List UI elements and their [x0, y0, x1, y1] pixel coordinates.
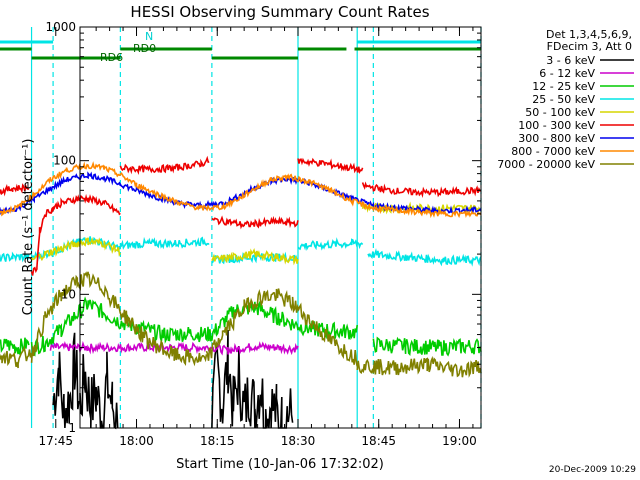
x-axis-label: Start Time (10-Jan-06 17:32:02) — [176, 457, 384, 472]
legend-label: 3 - 6 keV — [546, 54, 595, 67]
date-stamp: 20-Dec-2009 10:29 — [549, 465, 636, 475]
series-line — [119, 236, 210, 250]
series-line — [211, 299, 358, 341]
series-line — [52, 332, 119, 430]
plot-frame — [79, 26, 482, 429]
series-line — [297, 157, 364, 174]
series-line — [356, 355, 482, 378]
series-line — [211, 215, 299, 230]
y-tick-label: 1000 — [45, 20, 76, 34]
legend-label: 50 - 100 keV — [525, 106, 595, 119]
annotation-rd0: RD0 — [133, 42, 156, 55]
y-axis-ticks: 1 10 100 1000 — [45, 20, 481, 435]
legend-label: 7000 - 20000 keV — [497, 158, 595, 171]
series-line — [0, 161, 482, 219]
x-tick-label: 19:00 — [442, 434, 477, 448]
y-axis-label: Count Rate (s⁻¹ detector⁻¹) — [21, 139, 36, 316]
legend-label: 12 - 25 keV — [532, 80, 595, 93]
annotation-rd6: RD6 — [100, 51, 123, 64]
y-tick-label: 1 — [68, 421, 76, 435]
series-line — [205, 288, 358, 367]
chart-title: HESSI Observing Summary Count Rates — [130, 3, 429, 21]
x-tick-label: 18:00 — [119, 434, 154, 448]
series-line — [0, 251, 30, 263]
series-line — [30, 271, 208, 367]
night-boundary-lines — [30, 27, 482, 428]
legend-header-line-2: FDecim 3, Att 0 — [547, 40, 632, 53]
attenuator-bars — [0, 40, 481, 60]
series-line — [361, 181, 482, 198]
series-line — [0, 345, 33, 369]
series-lines — [0, 155, 482, 430]
series-line — [30, 193, 121, 276]
series-line — [0, 183, 29, 197]
series-line — [297, 237, 364, 251]
series-line — [119, 155, 210, 176]
series-line — [30, 236, 122, 262]
legend-label: 300 - 800 keV — [518, 132, 595, 145]
series-line — [372, 336, 482, 357]
x-tick-label: 18:30 — [281, 434, 316, 448]
legend-label: 100 - 300 keV — [518, 119, 595, 132]
x-tick-label: 18:15 — [200, 434, 235, 448]
x-tick-label: 18:45 — [361, 434, 396, 448]
legend-header-line-1: Det 1,3,4,5,6,9, — [546, 28, 632, 41]
y-tick-label: 10 — [61, 287, 76, 301]
series-line — [367, 248, 482, 267]
legend-label: 6 - 12 keV — [539, 67, 595, 80]
legend-label: 25 - 50 keV — [532, 93, 595, 106]
x-axis-ticks: 17:45 18:00 18:15 18:30 18:45 19:00 — [38, 27, 477, 448]
series-line — [30, 296, 213, 357]
legend-label: 800 - 7000 keV — [511, 145, 595, 158]
x-tick-label: 17:45 — [38, 434, 73, 448]
series-line — [49, 340, 213, 355]
y-tick-label: 100 — [53, 154, 76, 168]
annotation-n: N — [145, 30, 153, 43]
series-line — [211, 341, 299, 356]
series-line — [211, 247, 299, 266]
